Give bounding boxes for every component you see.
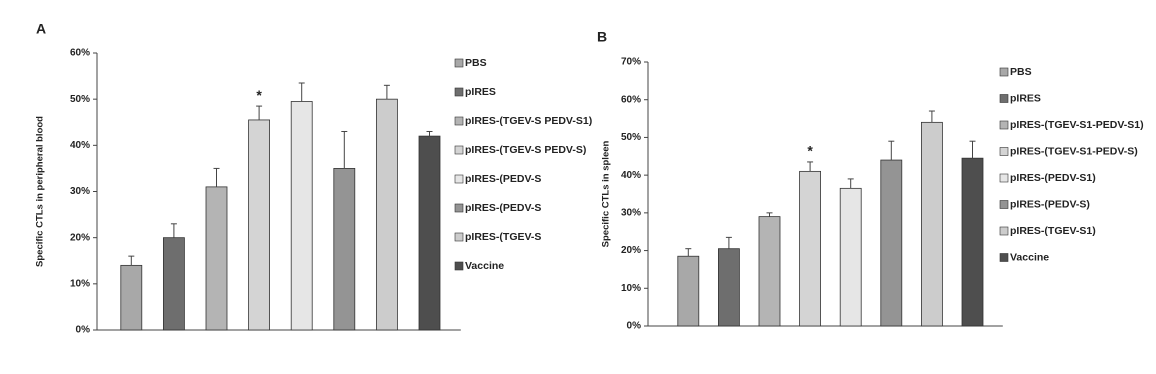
legend-label: pIRES-(TGEV-S1-PEDV-S) [1010,145,1138,157]
bar [205,186,228,331]
legend-swatch [454,232,464,242]
bar [333,168,356,331]
bar [718,248,740,327]
bar [839,187,862,327]
legend-swatch [999,173,1009,183]
bar [375,98,398,331]
legend-label: pIRES-(PEDV-S [465,202,541,214]
legend-swatch [454,87,464,97]
legend-swatch [999,253,1009,262]
y-tick-label: 50% [621,132,641,143]
bar [290,101,313,331]
legend-label: pIRES-(PEDV-S [465,173,541,185]
y-tick-label: 60% [621,94,641,105]
y-tick-label: 40% [70,140,90,151]
y-tick-label: 20% [70,232,90,243]
bar [758,216,781,327]
legend-swatch [454,116,464,126]
legend-swatch [999,67,1009,77]
bar [799,170,821,327]
legend-label: PBS [465,57,487,69]
legend-label: pIRES-(PEDV-S1) [1010,172,1096,184]
legend-swatch [454,174,464,184]
bar [880,159,903,327]
panel-label: B [597,29,607,45]
y-tick-label: 10% [621,283,641,294]
legend-swatch [454,145,464,155]
legend-label: pIRES-(TGEV-S PEDV-S) [465,144,586,156]
legend-label: pIRES-(TGEV-S PEDV-S1) [465,115,592,127]
legend-label: pIRES [465,86,496,98]
legend-swatch [999,226,1009,236]
bar [418,135,441,331]
y-tick-label: 20% [621,245,641,256]
y-tick-label: 0% [627,321,642,332]
y-tick-label: 50% [70,94,90,105]
legend-label: pIRES-(TGEV-S1-PEDV-S1) [1010,119,1144,131]
y-tick-label: 0% [76,325,91,336]
y-tick-label: 10% [70,278,90,289]
legend-label: pIRES-(TGEV-S1) [1010,225,1096,237]
y-axis-label: Specific CTLs in peripheral blood [35,116,46,267]
panel-label: A [36,21,46,37]
bar [961,157,984,327]
legend-label: Vaccine [1010,251,1049,263]
bar [677,255,700,327]
y-tick-label: 30% [621,207,641,218]
bar [248,119,271,331]
legend-swatch [999,200,1009,209]
legend-swatch [999,94,1009,103]
y-tick-label: 70% [621,57,641,68]
y-tick-label: 60% [70,48,90,59]
bar [120,264,143,331]
legend-label: pIRES-(PEDV-S) [1010,198,1090,210]
legend-label: pIRES-(TGEV-S [465,231,541,243]
legend-swatch [454,58,464,68]
significance-marker: * [807,143,813,159]
legend-swatch [999,147,1009,156]
y-tick-label: 40% [621,170,641,181]
bar [162,237,185,331]
y-axis-label: Specific CTLs in spleen [601,140,612,247]
y-tick-label: 30% [70,186,90,197]
legend-swatch [999,120,1009,130]
legend-label: PBS [1010,66,1032,78]
legend-swatch [454,203,464,213]
significance-marker: * [256,87,262,103]
legend-swatch [454,261,464,271]
bar [921,121,943,327]
legend-label: pIRES [1010,92,1041,104]
legend-label: Vaccine [465,260,504,272]
